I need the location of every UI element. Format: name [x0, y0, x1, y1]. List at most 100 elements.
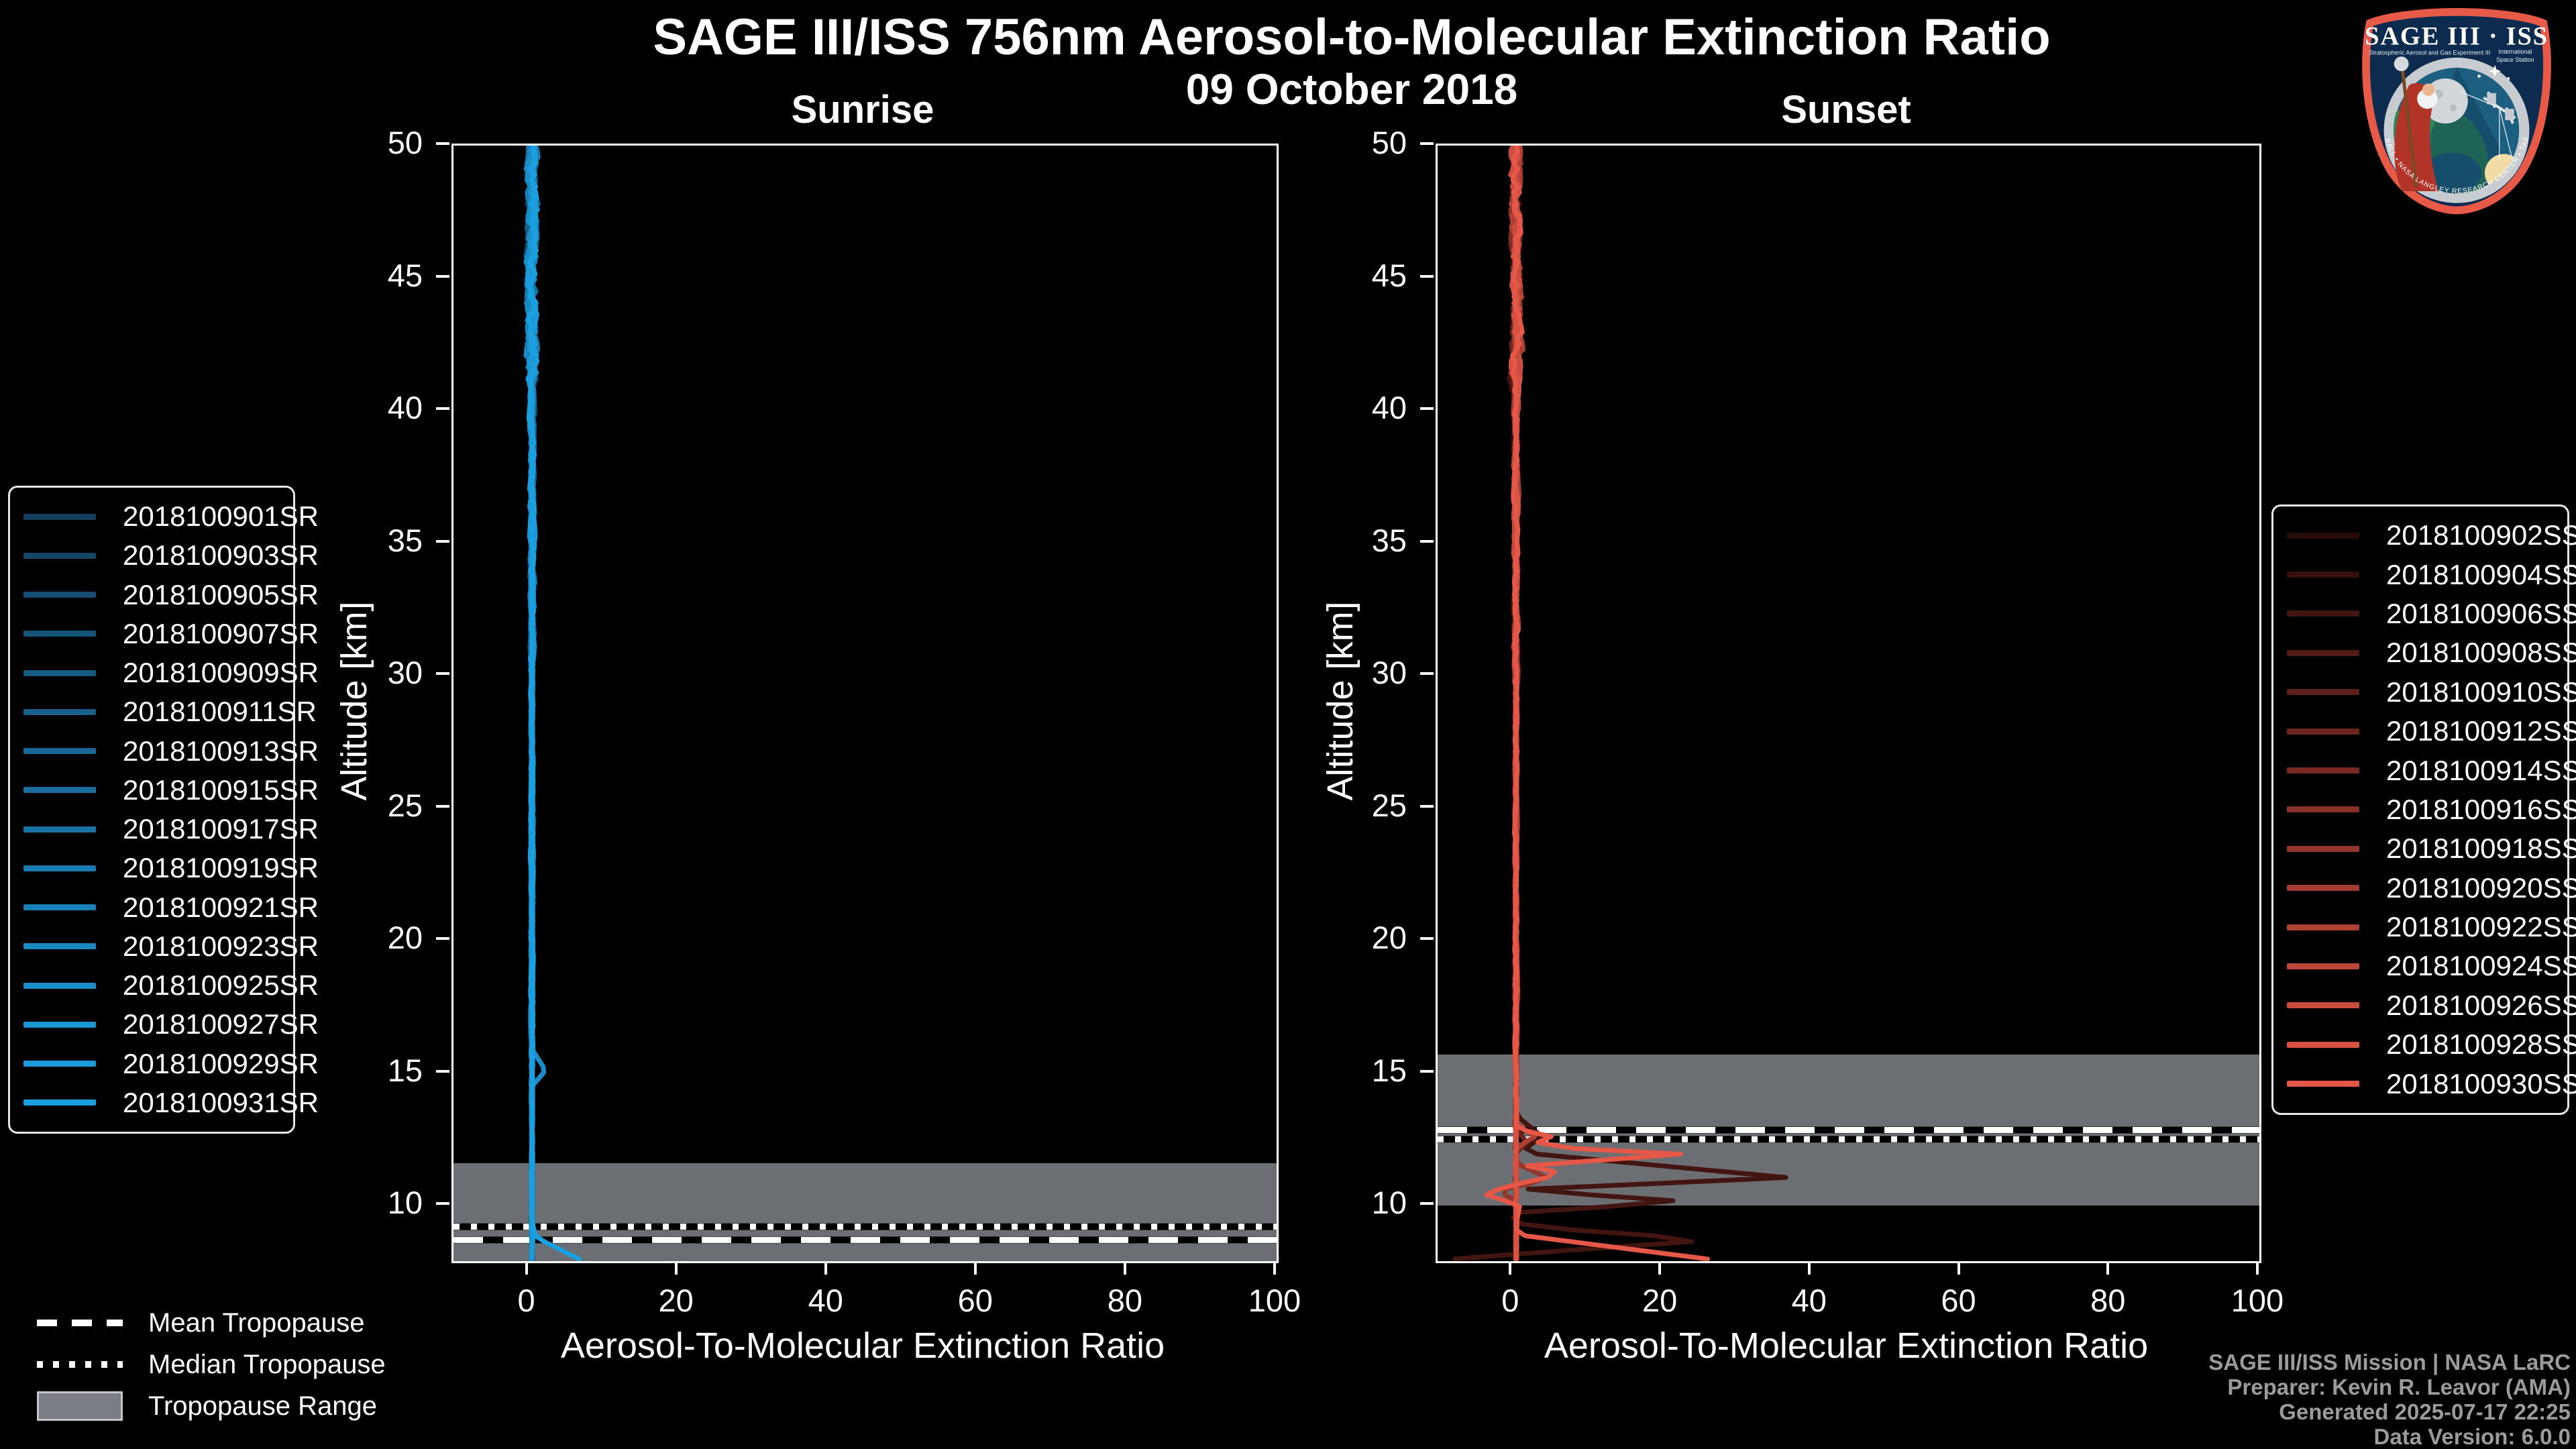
dashed-line-sample	[37, 1320, 123, 1326]
y-tick-mark	[1420, 1202, 1434, 1205]
legend-event-label: 2018100915SR	[123, 773, 319, 806]
legend-item-2018100911SR: 2018100911SR	[23, 696, 317, 728]
legend-event-label: 2018100912SS	[2386, 715, 2576, 747]
logo-title: SAGE III · ISS	[2365, 23, 2548, 51]
y-tick-label: 15	[387, 1052, 423, 1088]
y-tick-mark	[1420, 539, 1434, 543]
legend-event-label: 2018100921SR	[123, 891, 319, 923]
legend-item-2018100906SS: 2018100906SS	[2287, 598, 2576, 630]
tropopause-legend: Mean Tropopause Median Tropopause Tropop…	[37, 1307, 386, 1422]
credit-preparer: Preparer: Kevin R. Leavor (AMA)	[2227, 1375, 2571, 1399]
y-tick-label: 50	[387, 125, 423, 160]
sunset-plot-svg	[1438, 146, 2259, 1261]
x-tick-label: 20	[658, 1283, 694, 1318]
x-tick-label: 60	[957, 1283, 993, 1318]
x-tick-label: 20	[1642, 1283, 1678, 1318]
y-tick-mark	[1420, 937, 1434, 941]
y-tick-label: 20	[1371, 920, 1407, 956]
legend-color-swatch	[23, 787, 96, 794]
legend-item-2018100917SR: 2018100917SR	[23, 813, 319, 845]
median-tropopause-legend-item: Median Tropopause	[37, 1348, 386, 1381]
y-tick-mark	[436, 672, 449, 676]
legend-item-2018100916SS: 2018100916SS	[2287, 794, 2576, 826]
iss-spacecraft	[2483, 91, 2516, 124]
sunset-plot-area	[1436, 144, 2261, 1263]
date-subtitle: 09 October 2018	[1185, 65, 1518, 113]
x-tick-mark	[1509, 1261, 1512, 1275]
sunrise-y-axis-label: Altitude [km]	[334, 601, 374, 801]
y-tick-label: 35	[387, 522, 423, 558]
legend-event-label: 2018100906SS	[2386, 597, 2576, 629]
legend-item-2018100925SR: 2018100925SR	[23, 969, 319, 1002]
y-tick-mark	[1420, 672, 1434, 676]
tropopause-range-legend-item: Tropopause Range	[37, 1390, 386, 1422]
x-tick-mark	[2256, 1261, 2259, 1275]
logo-program-left: Stratospheric Aerosol and Gas Experiment…	[2369, 50, 2490, 56]
tropopause-range-label: Tropopause Range	[148, 1391, 377, 1421]
legend-item-2018100914SS: 2018100914SS	[2287, 755, 2576, 787]
x-tick-mark	[973, 1261, 977, 1275]
legend-event-label: 2018100926SS	[2386, 989, 2576, 1021]
sunset-panel-title: Sunset	[1781, 88, 1911, 131]
legend-color-swatch	[23, 592, 96, 598]
legend-color-swatch	[23, 748, 96, 755]
y-tick-label: 20	[387, 920, 423, 956]
x-tick-mark	[1957, 1261, 1960, 1275]
y-tick-mark	[436, 142, 449, 145]
y-tick-mark	[436, 937, 449, 941]
legend-item-2018100926SS: 2018100926SS	[2287, 989, 2576, 1022]
legend-item-2018100908SS: 2018100908SS	[2287, 637, 2576, 669]
page-title: SAGE III/ISS 756nm Aerosol-to-Molecular …	[653, 9, 2051, 66]
legend-event-label: 2018100922SS	[2386, 911, 2576, 943]
legend-event-label: 2018100918SS	[2386, 833, 2576, 865]
legend-item-2018100929SR: 2018100929SR	[23, 1048, 319, 1080]
legend-color-swatch	[23, 865, 96, 871]
legend-event-label: 2018100919SR	[123, 852, 319, 884]
sunset-y-axis-label: Altitude [km]	[1320, 601, 1360, 801]
legend-item-2018100903SR: 2018100903SR	[23, 539, 319, 572]
sunrise-x-axis-label: Aerosol-To-Molecular Extinction Ratio	[560, 1326, 1165, 1366]
legend-color-swatch	[2287, 924, 2359, 930]
legend-color-swatch	[2287, 1002, 2359, 1009]
y-tick-label: 35	[1371, 522, 1407, 558]
y-tick-label: 30	[1371, 655, 1407, 691]
x-tick-mark	[1273, 1261, 1276, 1275]
legend-item-2018100905SR: 2018100905SR	[23, 579, 319, 611]
legend-event-label: 2018100908SS	[2386, 637, 2576, 669]
x-tick-label: 100	[1248, 1283, 1301, 1318]
legend-event-label: 2018100902SS	[2386, 519, 2576, 551]
legend-color-swatch	[23, 631, 96, 637]
legend-item-2018100912SS: 2018100912SS	[2287, 715, 2576, 747]
legend-color-swatch	[2287, 610, 2359, 617]
x-tick-label: 40	[808, 1283, 843, 1318]
x-tick-mark	[674, 1261, 678, 1275]
credit-data-version: Data Version: 6.0.0	[2373, 1424, 2571, 1449]
tropopause-range-band	[453, 1163, 1277, 1261]
x-tick-mark	[525, 1261, 528, 1275]
legend-color-swatch	[2287, 689, 2359, 696]
legend-color-swatch	[2287, 845, 2359, 852]
x-tick-label: 0	[1501, 1283, 1519, 1318]
legend-color-swatch	[2287, 532, 2359, 539]
x-tick-mark	[2106, 1261, 2110, 1275]
legend-color-swatch	[2287, 885, 2359, 892]
legend-color-swatch	[2287, 1081, 2359, 1087]
stars	[2477, 64, 2510, 80]
credits-block: SAGE III/ISS Mission | NASA LaRC Prepare…	[2208, 1350, 2571, 1449]
legend-item-2018100924SS: 2018100924SS	[2287, 950, 2576, 982]
legend-event-label: 2018100905SR	[123, 578, 319, 610]
legend-color-swatch	[2287, 1041, 2359, 1048]
y-tick-mark	[436, 539, 449, 543]
y-tick-label: 25	[387, 787, 423, 823]
legend-event-label: 2018100928SS	[2386, 1028, 2576, 1061]
y-tick-label: 45	[1371, 257, 1407, 293]
observation-beams	[2461, 91, 2514, 162]
legend-color-swatch	[23, 552, 96, 559]
legend-event-label: 2018100901SR	[123, 500, 319, 533]
legend-item-2018100923SR: 2018100923SR	[23, 930, 319, 963]
profile-line-2018100930SS	[1484, 146, 1711, 1261]
legend-event-label: 2018100903SR	[123, 539, 319, 572]
y-tick-mark	[436, 407, 449, 410]
logo-program-right-2: Space Station	[2496, 56, 2534, 63]
